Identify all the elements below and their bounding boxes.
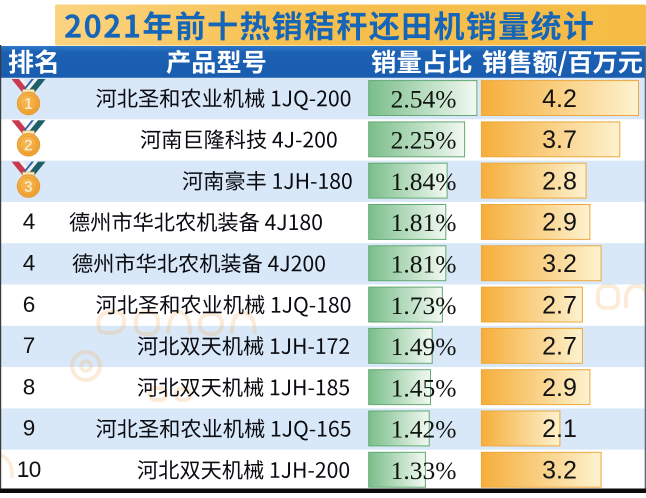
- svg-text:9: 9: [23, 416, 35, 441]
- svg-text:1.42%: 1.42%: [391, 415, 457, 444]
- svg-text:2.1: 2.1: [542, 415, 577, 443]
- svg-text:10: 10: [17, 457, 41, 482]
- svg-text:1.45%: 1.45%: [391, 373, 457, 402]
- svg-text:3.7: 3.7: [542, 126, 577, 154]
- svg-text:2.9: 2.9: [542, 209, 577, 237]
- svg-text:8: 8: [23, 374, 35, 399]
- svg-text:1.73%: 1.73%: [391, 291, 457, 320]
- svg-text:2: 2: [24, 138, 33, 155]
- svg-text:1.81%: 1.81%: [391, 208, 457, 237]
- svg-text:2.25%: 2.25%: [391, 126, 457, 155]
- svg-text:1: 1: [24, 96, 33, 113]
- svg-text:4.2: 4.2: [542, 85, 577, 113]
- svg-text:2.9: 2.9: [542, 374, 577, 402]
- svg-text:3: 3: [24, 179, 33, 196]
- svg-text:7: 7: [23, 333, 35, 358]
- svg-text:2.7: 2.7: [542, 291, 577, 319]
- svg-text:2.54%: 2.54%: [391, 84, 457, 113]
- svg-text:1.49%: 1.49%: [391, 332, 457, 361]
- svg-text:4: 4: [23, 250, 35, 275]
- svg-text:3.2: 3.2: [542, 250, 577, 278]
- svg-text:1.33%: 1.33%: [391, 456, 457, 485]
- svg-text:1.81%: 1.81%: [391, 250, 457, 279]
- svg-text:3.2: 3.2: [542, 457, 577, 485]
- svg-text:2.7: 2.7: [542, 333, 577, 361]
- svg-text:4: 4: [23, 209, 35, 234]
- svg-text:1.84%: 1.84%: [391, 167, 457, 196]
- svg-text:2.8: 2.8: [542, 167, 577, 195]
- svg-text:6: 6: [23, 292, 35, 317]
